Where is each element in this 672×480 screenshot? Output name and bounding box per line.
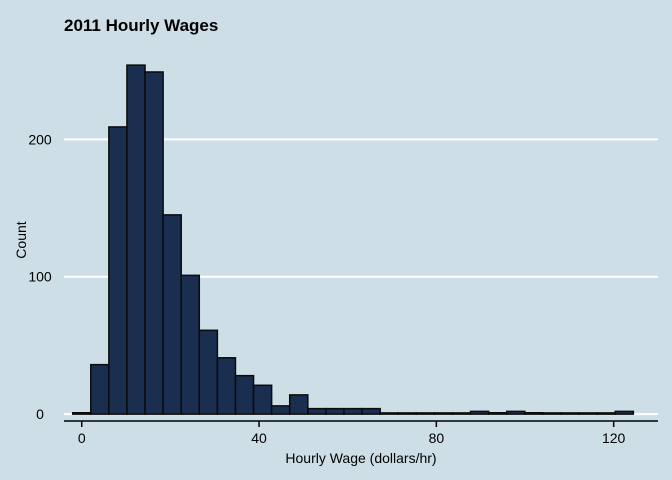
y-tick-label: 100 bbox=[28, 269, 52, 285]
histogram-bar bbox=[343, 407, 363, 415]
histogram-bar bbox=[433, 412, 454, 415]
histogram-bar bbox=[560, 412, 580, 415]
histogram-bar bbox=[397, 412, 418, 415]
x-tick-label: 0 bbox=[78, 430, 86, 446]
axes bbox=[64, 420, 658, 422]
histogram-bar bbox=[288, 394, 309, 415]
y-tick-label: 200 bbox=[28, 131, 52, 147]
histogram-bar bbox=[487, 412, 508, 415]
x-tick-label: 120 bbox=[602, 430, 626, 446]
histogram-bar bbox=[469, 410, 490, 415]
histogram-bar bbox=[126, 64, 146, 415]
histogram-bar bbox=[180, 274, 201, 415]
y-tick-label: 0 bbox=[36, 406, 44, 422]
histogram-bar bbox=[198, 329, 219, 415]
tick-labels: 0 40 80 120 0 100 200 bbox=[28, 131, 625, 446]
histogram-bar bbox=[451, 412, 472, 415]
y-axis-label: Count bbox=[13, 221, 29, 258]
histogram-bar bbox=[325, 407, 345, 415]
histogram-bar bbox=[524, 412, 544, 415]
histogram-bar bbox=[307, 407, 327, 415]
histogram-bar bbox=[578, 412, 598, 415]
histogram-bar bbox=[596, 412, 617, 415]
histogram-bar bbox=[108, 126, 128, 415]
x-tick-label: 40 bbox=[251, 430, 267, 446]
histogram-bar bbox=[216, 357, 237, 415]
histogram-bar bbox=[252, 384, 273, 415]
histogram-bar bbox=[614, 410, 635, 415]
histogram-bar bbox=[542, 412, 562, 415]
x-axis-label: Hourly Wage (dollars/hr) bbox=[285, 450, 436, 466]
histogram-bar bbox=[361, 407, 381, 415]
chart-title: 2011 Hourly Wages bbox=[64, 16, 218, 35]
histogram-bar bbox=[379, 412, 399, 415]
histogram-bars bbox=[71, 64, 635, 415]
histogram-bar bbox=[162, 214, 182, 415]
histogram-bar bbox=[270, 405, 291, 415]
histogram-bar bbox=[234, 374, 255, 415]
histogram-bar bbox=[144, 71, 164, 415]
histogram-bar bbox=[415, 412, 436, 415]
histogram-bar bbox=[71, 412, 92, 415]
histogram-bar bbox=[506, 410, 526, 415]
histogram-bar bbox=[90, 363, 110, 415]
x-tick-label: 80 bbox=[429, 430, 445, 446]
